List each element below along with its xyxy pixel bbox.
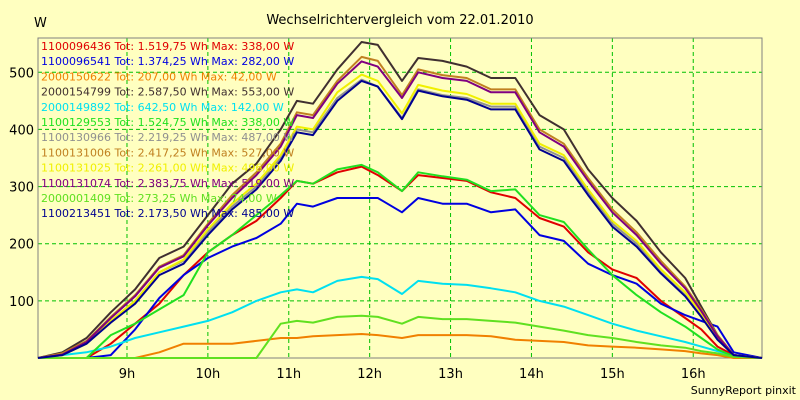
x-tick-label: 15h (600, 367, 625, 382)
x-tick-label: 10h (195, 367, 220, 382)
legend-entry-10: 1100131074 Tot: 2.383,75 Wh Max: 519,00 … (41, 177, 294, 190)
legend-entry-6: 1100129553 Tot: 1.524,75 Wh Max: 338,00 … (41, 116, 294, 129)
plot-border (37, 37, 763, 359)
legend-entry-2: 1100096541 Tot: 1.374,25 Wh Max: 282,00 … (41, 55, 294, 68)
series-line-4 (37, 41, 763, 359)
x-tick-label: 9h (119, 367, 136, 382)
chart-title: Wechselrichtervergleich vom 22.01.2010 (266, 13, 533, 28)
legend-entry-11: 2000001409 Tot: 273,25 Wh Max: 74,00 W (41, 192, 277, 205)
legend-entry-3: 2000150622 Tot: 207,00 Wh Max: 42,00 W (41, 70, 277, 83)
axes: 100 200 300 400 500 9h 10h 11h 12h 13h 14h 15h 16h (9, 37, 763, 382)
x-tick-label: 14h (519, 367, 544, 382)
series-line-2 (38, 197, 763, 359)
series-line-3 (38, 333, 762, 359)
series-line-10 (37, 60, 763, 359)
x-tick-label: 11h (276, 367, 301, 382)
series-line-6 (38, 163, 763, 359)
x-tick-label: 13h (438, 367, 463, 382)
x-tick-label: 12h (357, 367, 382, 382)
legend-entry-7: 1100130966 Tot: 2.219,25 Wh Max: 487,00 … (41, 131, 294, 144)
legend-entry-4: 2000154799 Tot: 2.587,50 Wh Max: 553,00 … (41, 86, 294, 99)
y-axis-unit: W (34, 16, 47, 31)
legend-entry-5: 2000149892 Tot: 642,50 Wh Max: 142,00 W (41, 101, 284, 114)
series-line-8 (37, 55, 763, 359)
y-tick-label: 300 (9, 181, 34, 196)
legend-entry-12: 1100213451 Tot: 2.173,50 Wh Max: 485,00 … (41, 207, 294, 220)
legend: 1100096436 Tot: 1.519,75 Wh Max: 338,00 … (41, 40, 294, 220)
series-line-11 (38, 314, 763, 359)
series-line-12 (37, 79, 763, 359)
legend-entry-8: 1100131006 Tot: 2.417,25 Wh Max: 527,00 … (41, 146, 294, 159)
y-tick-label: 200 (9, 238, 34, 253)
footer-text: SunnyReport pinxit (691, 384, 797, 397)
y-tick-label: 400 (9, 123, 34, 138)
series-line-9 (37, 73, 763, 359)
x-tick-label: 16h (681, 367, 706, 382)
series-line-5 (37, 275, 763, 359)
legend-entry-1: 1100096436 Tot: 1.519,75 Wh Max: 338,00 … (41, 40, 294, 53)
legend-entry-9: 1100131025 Tot: 2.261,00 Wh Max: 496,00 … (41, 162, 294, 175)
series-group (37, 41, 763, 359)
y-tick-label: 100 (9, 295, 34, 310)
y-tick-label: 500 (9, 66, 34, 81)
